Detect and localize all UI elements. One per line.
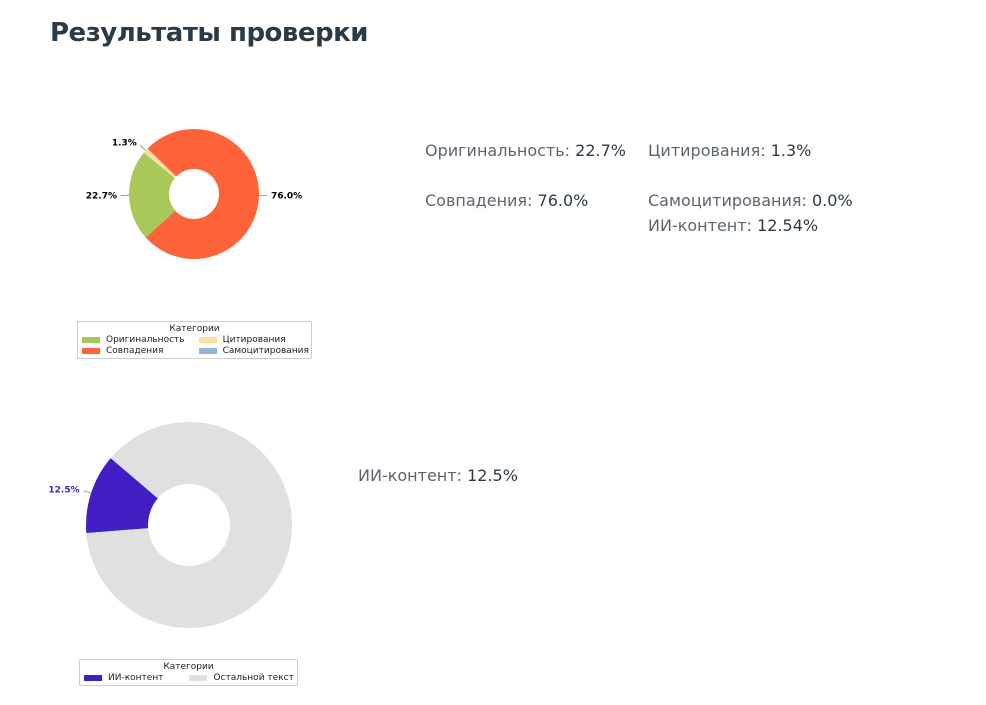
legend-swatch	[82, 348, 100, 354]
slice-Совпадения	[145, 129, 259, 259]
legend-item: Цитирования	[198, 335, 309, 345]
stat-matches: Совпадения: 76.0%	[425, 191, 589, 210]
legend-2: Категории ИИ-контент Остальной текст	[79, 659, 298, 686]
data-label: 22.7%	[86, 192, 117, 202]
slice-ИИ-контент	[85, 458, 158, 534]
label-leader	[83, 490, 92, 494]
legend-swatch	[189, 675, 208, 681]
stat-originality: Оригинальность: 22.7%	[425, 141, 626, 160]
slice-Оригинальность	[128, 152, 176, 238]
data-label: 76.0%	[271, 192, 302, 202]
label-leader	[139, 144, 147, 151]
legend-1: Категории Оригинальность Цитирования Сов…	[77, 321, 312, 359]
legend-label: Совпадения	[106, 346, 164, 356]
legend-item: Остальной текст	[189, 673, 294, 683]
legend-swatch	[84, 675, 102, 681]
legend-swatch	[198, 337, 217, 343]
legend-swatch	[198, 348, 217, 354]
data-label: 12.5%	[48, 485, 79, 495]
legend-title: Категории	[169, 324, 220, 334]
legend-item: Самоцитирования	[198, 346, 309, 356]
stat-ai-content: ИИ-контент: 12.54%	[648, 216, 819, 235]
legend-label: Цитирования	[222, 335, 286, 345]
stat-self-citations: Самоцитирования: 0.0%	[648, 191, 853, 210]
legend-item: Совпадения	[82, 346, 185, 356]
legend-swatch	[82, 337, 100, 343]
legend-label: Остальной текст	[213, 673, 294, 683]
page-title: Результаты проверки	[50, 18, 368, 48]
stat-citations: Цитирования: 1.3%	[648, 141, 812, 160]
stat-ai-content-2: ИИ-контент: 12.5%	[358, 466, 518, 485]
data-label: 1.3%	[112, 138, 137, 148]
slice-Цитирования	[144, 148, 177, 179]
slice-Остальной текст	[86, 421, 293, 628]
legend-label: Самоцитирования	[222, 346, 309, 356]
legend-label: ИИ-контент	[108, 673, 164, 683]
legend-item: Оригинальность	[82, 335, 185, 345]
legend-label: Оригинальность	[106, 335, 185, 345]
legend-title: Категории	[163, 662, 214, 672]
legend-item: ИИ-контент	[84, 673, 163, 683]
